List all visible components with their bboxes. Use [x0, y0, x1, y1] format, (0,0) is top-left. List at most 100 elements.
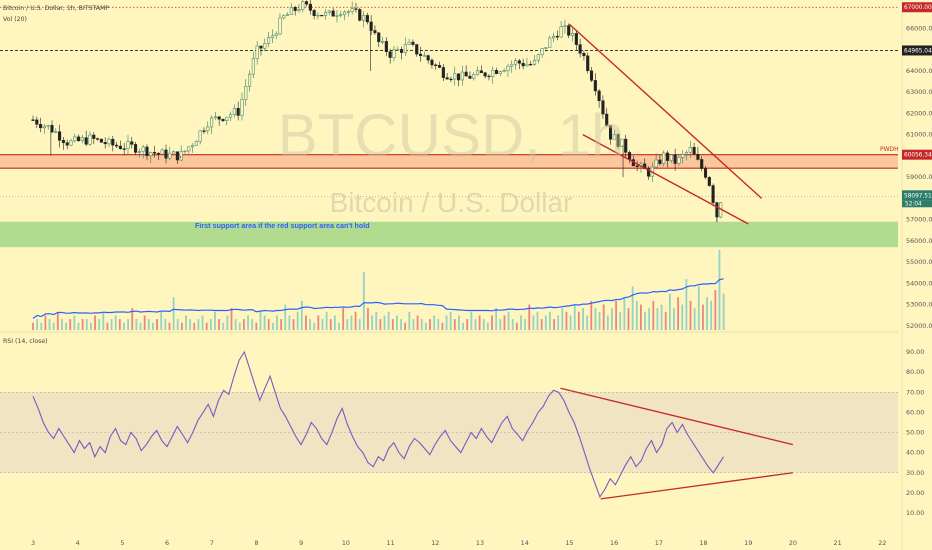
candle-body-69	[293, 7, 297, 11]
candle-body-119	[483, 72, 487, 77]
candle-body-24	[122, 148, 126, 150]
candle-body-175	[696, 153, 700, 160]
candle-body-4	[46, 125, 50, 127]
candle-body-130	[525, 63, 529, 67]
volume-bar-74	[338, 322, 340, 330]
volume-bar-143	[623, 297, 626, 330]
candle-body-136	[548, 37, 552, 48]
countdown-tag-bg	[902, 200, 932, 208]
candle-body-125	[506, 65, 510, 71]
volume-bar-117	[515, 322, 518, 330]
volume-bar-7	[61, 319, 63, 330]
candle-body-139	[559, 26, 563, 38]
candle-body-105	[430, 59, 434, 66]
volume-bar-147	[640, 304, 642, 330]
rsi-tick-label: 30.00	[906, 469, 924, 477]
candle-body-116	[472, 74, 476, 79]
volume-bar-151	[656, 308, 659, 330]
price-trendline-1	[582, 134, 749, 225]
volume-bar-119	[524, 319, 527, 330]
volume-bar-22	[123, 322, 125, 330]
volume-header[interactable]: Vol (20)	[3, 16, 27, 23]
price-axis[interactable]: 67000.0066000.0065000.0064000.0063000.00…	[901, 0, 932, 550]
volume-bar-158	[685, 279, 688, 330]
candle-body-22	[115, 144, 119, 147]
rsi-tick-label: 40.00	[906, 449, 924, 457]
candle-body-149	[597, 90, 601, 101]
volume-bar-83	[375, 311, 378, 330]
candle-body-89	[369, 21, 373, 31]
volume-bar-44	[214, 311, 216, 330]
time-tick-label: 13	[476, 539, 484, 547]
candle-body-76	[320, 14, 324, 17]
volume-bar-78	[354, 311, 357, 330]
volume-bar-36	[180, 322, 183, 330]
volume-bar-53	[251, 319, 254, 330]
volume-bar-138	[602, 304, 605, 330]
volume-bar-165	[714, 290, 717, 330]
volume-bar-18	[106, 322, 109, 330]
volume-bar-100	[445, 315, 448, 330]
candle-body-114	[464, 71, 468, 77]
volume-bar-16	[98, 319, 101, 330]
volume-bar-144	[627, 308, 630, 330]
volume-bar-101	[449, 311, 452, 330]
volume-bar-133	[582, 308, 584, 330]
candle-body-63	[270, 35, 274, 38]
candle-body-61	[263, 43, 267, 49]
candle-body-142	[570, 33, 575, 36]
volume-bar-43	[209, 319, 212, 330]
volume-bar-126	[553, 319, 555, 330]
price-tick-label: 56000.00	[906, 237, 932, 245]
top-price-tag-bg	[902, 2, 932, 13]
volume-bar-4	[48, 319, 51, 330]
candle-body-40	[183, 150, 187, 153]
volume-bar-27	[143, 315, 146, 330]
volume-bar-85	[383, 315, 386, 330]
candle-body-177	[703, 168, 708, 178]
volume-bar-139	[606, 315, 609, 330]
volume-bar-70	[321, 319, 324, 330]
candle-body-11	[73, 136, 77, 142]
candle-body-12	[77, 136, 81, 142]
candle-body-82	[343, 11, 347, 15]
candle-body-60	[259, 45, 263, 49]
time-axis[interactable]: 3 4 5 6 7 8 9 10 11 12 13 14 15 16 17 18 19 20 21 22	[31, 539, 886, 547]
last-price-tag-bg	[902, 190, 932, 201]
volume-bar-127	[557, 315, 560, 330]
high-price-tag-bg	[902, 45, 932, 56]
volume-bar-34	[172, 297, 175, 330]
candle-body-121	[491, 70, 495, 77]
volume-bar-153	[664, 311, 667, 330]
time-tick-label: 14	[521, 539, 529, 547]
candle-body-118	[479, 70, 483, 74]
volume-bar-163	[706, 297, 708, 330]
candle-body-50	[221, 118, 225, 122]
candle-body-95	[392, 49, 396, 58]
candle-body-97	[400, 49, 404, 53]
volume-bar-0	[32, 322, 34, 330]
time-tick-label: 6	[165, 539, 169, 547]
candle-body-68	[289, 7, 293, 15]
watermark-ticker: BTCUSD, 1h	[278, 102, 625, 169]
volume-bar-54	[255, 322, 258, 330]
candle-body-80	[335, 15, 339, 17]
volume-bar-84	[379, 319, 382, 330]
volume-bar-107	[474, 319, 477, 330]
time-tick-label: 19	[744, 539, 752, 547]
symbol-header[interactable]: Bitcoin / U.S. Dollar, 1h, BITSTAMP	[3, 5, 110, 12]
pwdh-price-tag-bg	[902, 149, 932, 160]
time-tick-label: 16	[610, 539, 618, 547]
volume-bar-99	[441, 322, 444, 330]
rsi-header[interactable]: RSI (14, close)	[3, 338, 48, 345]
candle-body-155	[620, 138, 624, 147]
candle-body-137	[551, 35, 556, 39]
candle-body-138	[555, 35, 559, 38]
candle-body-110	[449, 78, 453, 81]
candle-body-14	[84, 137, 88, 145]
price-tick-label: 63000.00	[906, 88, 932, 96]
volume-bar-67	[309, 319, 311, 330]
volume-bar-129	[565, 311, 568, 330]
candle-body-84	[350, 8, 354, 12]
